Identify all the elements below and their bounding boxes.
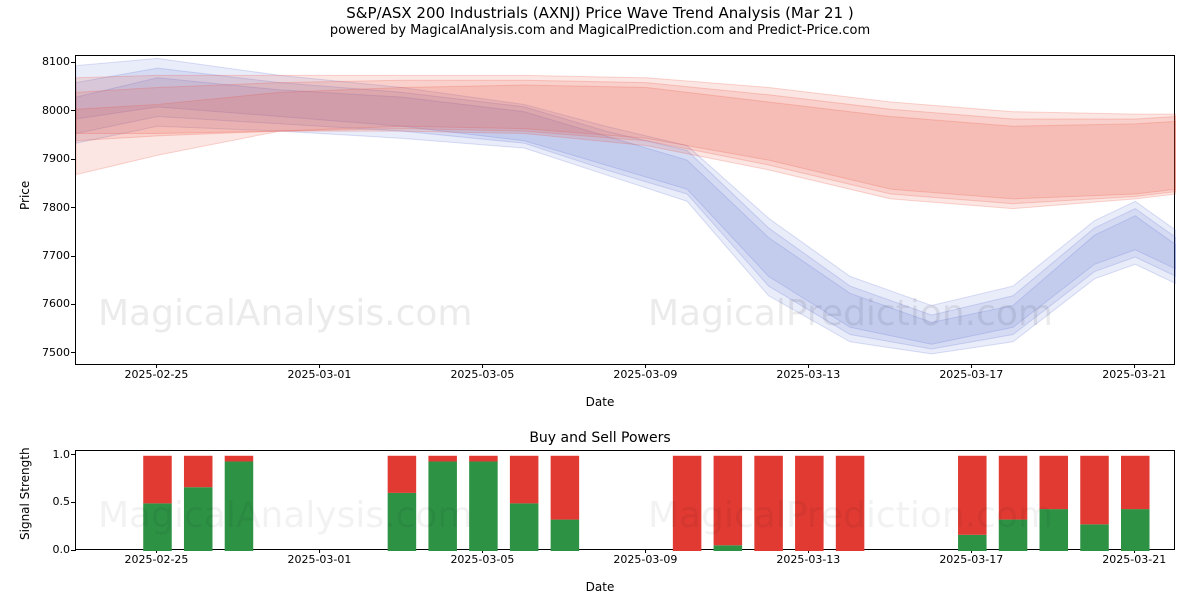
bottom-xtick: 2025-03-21 bbox=[1102, 553, 1166, 566]
red-band bbox=[76, 75, 1176, 208]
bottom-xtick: 2025-03-13 bbox=[776, 553, 840, 566]
sell-bar bbox=[1080, 456, 1109, 525]
buy-bar bbox=[1040, 509, 1069, 551]
sell-bar bbox=[225, 456, 254, 462]
buy-bar bbox=[225, 461, 254, 551]
sell-bar bbox=[510, 456, 539, 504]
bottom-xtick: 2025-03-01 bbox=[287, 553, 351, 566]
bottom-xtick: 2025-03-09 bbox=[613, 553, 677, 566]
top-xtick: 2025-03-01 bbox=[287, 368, 351, 381]
sell-bar bbox=[958, 456, 987, 535]
sell-bar bbox=[1040, 456, 1069, 509]
bottom-chart-plot: MagicalAnalysis.comMagicalPrediction.com bbox=[75, 450, 1175, 550]
buy-bar bbox=[469, 461, 498, 551]
sell-bar bbox=[836, 456, 865, 551]
buy-bar bbox=[428, 461, 457, 551]
sell-bar bbox=[428, 456, 457, 462]
sell-bar bbox=[714, 456, 743, 546]
buy-bar bbox=[714, 545, 743, 551]
buy-bar bbox=[1121, 509, 1150, 551]
bottom-xlabel: Date bbox=[0, 580, 1200, 594]
buy-bar bbox=[184, 487, 213, 551]
top-xtick: 2025-03-17 bbox=[939, 368, 1003, 381]
bottom-ytick: 0.0 bbox=[10, 543, 70, 556]
sell-bar bbox=[184, 456, 213, 487]
buy-bar bbox=[143, 503, 172, 551]
top-ytick: 8000 bbox=[10, 104, 70, 117]
sell-bar bbox=[1121, 456, 1150, 509]
bottom-ylabel: Signal Strength bbox=[18, 447, 32, 540]
buy-bar bbox=[999, 520, 1028, 551]
buy-bar bbox=[1080, 524, 1109, 551]
top-ytick: 7500 bbox=[10, 346, 70, 359]
top-xlabel: Date bbox=[0, 395, 1200, 409]
sell-bar bbox=[551, 456, 580, 520]
top-ytick: 7700 bbox=[10, 249, 70, 262]
bottom-xtick: 2025-03-05 bbox=[450, 553, 514, 566]
sell-bar bbox=[143, 456, 172, 504]
sell-bar bbox=[673, 456, 702, 551]
buy-bar bbox=[510, 503, 539, 551]
top-ytick: 7800 bbox=[10, 201, 70, 214]
bottom-xtick: 2025-02-25 bbox=[125, 553, 189, 566]
bottom-ytick: 0.5 bbox=[10, 495, 70, 508]
sell-bar bbox=[469, 456, 498, 462]
top-xtick: 2025-03-13 bbox=[776, 368, 840, 381]
bottom-xtick: 2025-03-17 bbox=[939, 553, 1003, 566]
bottom-chart-title: Buy and Sell Powers bbox=[0, 430, 1200, 446]
sell-bar bbox=[795, 456, 824, 551]
top-xtick: 2025-03-05 bbox=[450, 368, 514, 381]
figure: S&P/ASX 200 Industrials (AXNJ) Price Wav… bbox=[0, 0, 1200, 600]
top-ytick: 7900 bbox=[10, 152, 70, 165]
top-xtick: 2025-03-09 bbox=[613, 368, 677, 381]
buy-bar bbox=[551, 520, 580, 551]
chart-title: S&P/ASX 200 Industrials (AXNJ) Price Wav… bbox=[0, 4, 1200, 22]
buy-bar bbox=[388, 493, 417, 551]
title-block: S&P/ASX 200 Industrials (AXNJ) Price Wav… bbox=[0, 4, 1200, 38]
chart-subtitle: powered by MagicalAnalysis.com and Magic… bbox=[0, 23, 1200, 38]
buy-bar bbox=[958, 535, 987, 551]
bottom-ytick: 1.0 bbox=[10, 448, 70, 461]
bottom-chart-svg bbox=[76, 451, 1176, 551]
top-chart-plot: MagicalAnalysis.comMagicalPrediction.com bbox=[75, 55, 1175, 365]
top-chart-svg bbox=[76, 56, 1176, 366]
top-xtick: 2025-02-25 bbox=[125, 368, 189, 381]
sell-bar bbox=[388, 456, 417, 493]
sell-bar bbox=[999, 456, 1028, 520]
sell-bar bbox=[754, 456, 783, 551]
top-xtick: 2025-03-21 bbox=[1102, 368, 1166, 381]
top-ytick: 7600 bbox=[10, 297, 70, 310]
top-ytick: 8100 bbox=[10, 55, 70, 68]
